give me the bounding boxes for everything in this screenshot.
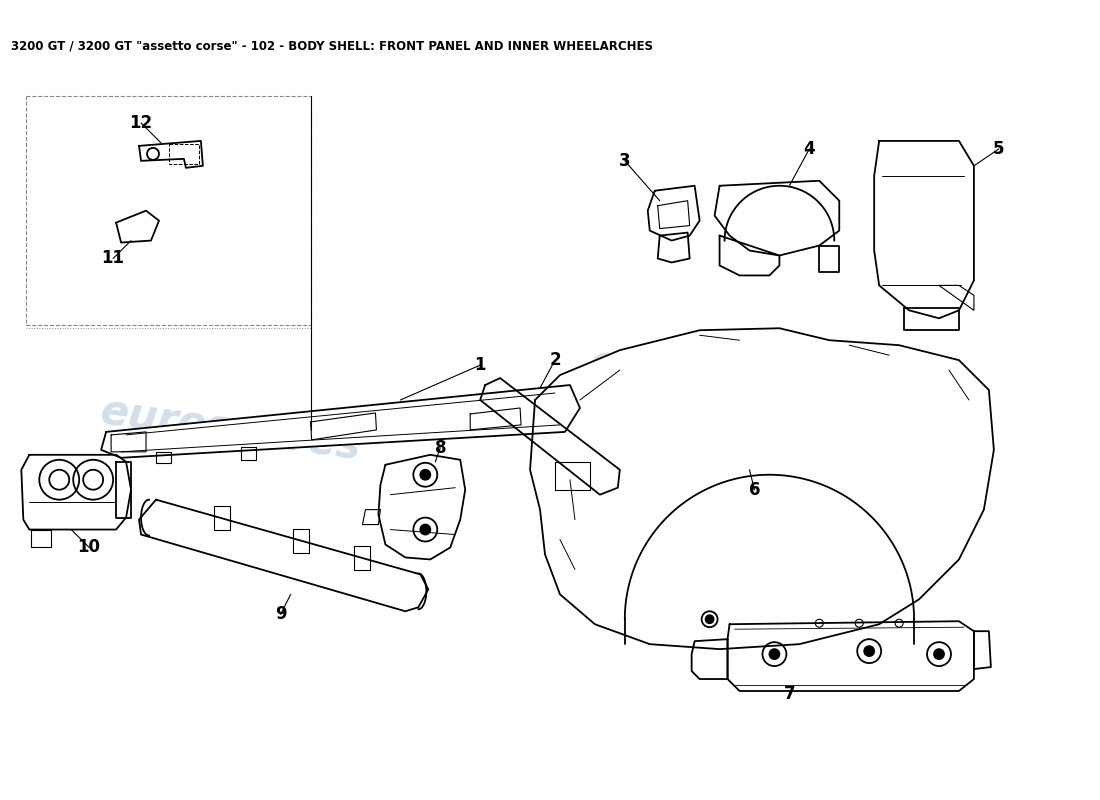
Polygon shape xyxy=(556,462,590,490)
Polygon shape xyxy=(481,378,619,494)
Polygon shape xyxy=(692,639,727,679)
Text: 5: 5 xyxy=(993,140,1004,158)
Text: 3: 3 xyxy=(619,152,630,170)
Text: 8: 8 xyxy=(434,439,446,457)
Polygon shape xyxy=(820,246,839,273)
Polygon shape xyxy=(727,622,974,691)
Text: 3200 GT / 3200 GT "assetto corse" - 102 - BODY SHELL: FRONT PANEL AND INNER WHEE: 3200 GT / 3200 GT "assetto corse" - 102 … xyxy=(11,39,653,52)
Polygon shape xyxy=(214,506,230,530)
Text: 7: 7 xyxy=(783,685,795,703)
Polygon shape xyxy=(658,233,690,262)
Polygon shape xyxy=(139,141,202,168)
Text: 6: 6 xyxy=(749,481,760,498)
Polygon shape xyxy=(117,210,160,242)
Polygon shape xyxy=(719,235,780,275)
Text: 11: 11 xyxy=(101,250,124,267)
Text: 1: 1 xyxy=(474,356,486,374)
Text: eurospares: eurospares xyxy=(98,390,364,469)
Polygon shape xyxy=(530,328,994,649)
Polygon shape xyxy=(294,529,309,553)
Polygon shape xyxy=(378,455,465,559)
Polygon shape xyxy=(101,385,580,458)
Circle shape xyxy=(934,649,944,659)
Bar xyxy=(26,96,310,326)
Text: 4: 4 xyxy=(803,140,815,158)
Text: 12: 12 xyxy=(130,114,153,132)
Bar xyxy=(169,144,199,164)
Circle shape xyxy=(420,525,430,534)
Circle shape xyxy=(769,649,780,659)
Polygon shape xyxy=(874,141,974,318)
Polygon shape xyxy=(974,631,991,669)
Polygon shape xyxy=(904,308,959,330)
Text: eurospares: eurospares xyxy=(586,341,852,419)
Polygon shape xyxy=(21,455,131,530)
Text: 9: 9 xyxy=(275,606,286,623)
Circle shape xyxy=(420,470,430,480)
Polygon shape xyxy=(354,546,371,570)
Circle shape xyxy=(865,646,874,656)
Polygon shape xyxy=(648,186,700,241)
Polygon shape xyxy=(139,500,428,611)
Polygon shape xyxy=(117,462,131,518)
Text: 2: 2 xyxy=(549,351,561,369)
Polygon shape xyxy=(715,181,839,255)
Circle shape xyxy=(705,615,714,623)
Text: 10: 10 xyxy=(78,538,101,557)
